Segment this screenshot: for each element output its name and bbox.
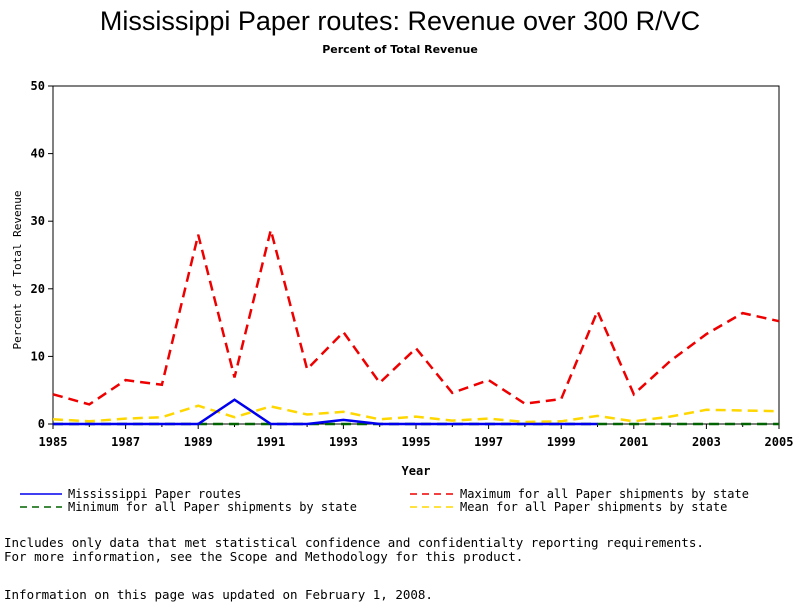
x-tick-label: 2001 [619,435,648,449]
footnote-methodology: For more information, see the Scope and … [4,549,524,564]
series-line-mississippi [53,398,598,426]
y-tick-label: 30 [31,214,45,228]
x-tick-label: 2005 [765,435,794,449]
legend-label: Maximum for all Paper shipments by state [460,487,749,501]
x-tick-label: 1991 [256,435,285,449]
chart-subtitle: Percent of Total Revenue [322,43,478,56]
x-tick-label: 1999 [547,435,576,449]
plot-frame [52,85,780,425]
legend-label: Minimum for all Paper shipments by state [68,500,357,514]
y-tick-label: 40 [31,147,45,161]
chart-title: Mississippi Paper routes: Revenue over 3… [99,6,701,36]
x-tick-label: 2003 [692,435,721,449]
series-line-maximum [52,229,780,406]
footnote-confidence: Includes only data that met statistical … [4,535,704,550]
y-axis-label: Percent of Total Revenue [11,191,24,350]
x-tick-label: 1993 [329,435,358,449]
y-tick-label: 10 [31,349,45,363]
x-tick-label: 1997 [474,435,503,449]
footnote-updated: Information on this page was updated on … [4,587,433,602]
x-tick-label: 1989 [184,435,213,449]
x-tick-label: 1995 [402,435,431,449]
y-tick-label: 50 [31,79,45,93]
x-tick-label: 1985 [39,435,68,449]
legend-label: Mean for all Paper shipments by state [460,500,727,514]
legend-label: Mississippi Paper routes [68,487,241,501]
y-tick-label: 20 [31,282,45,296]
series-line-mean [52,404,780,424]
x-axis-label: Year [402,464,431,478]
x-tick-label: 1987 [111,435,140,449]
y-tick-label: 0 [38,417,45,431]
